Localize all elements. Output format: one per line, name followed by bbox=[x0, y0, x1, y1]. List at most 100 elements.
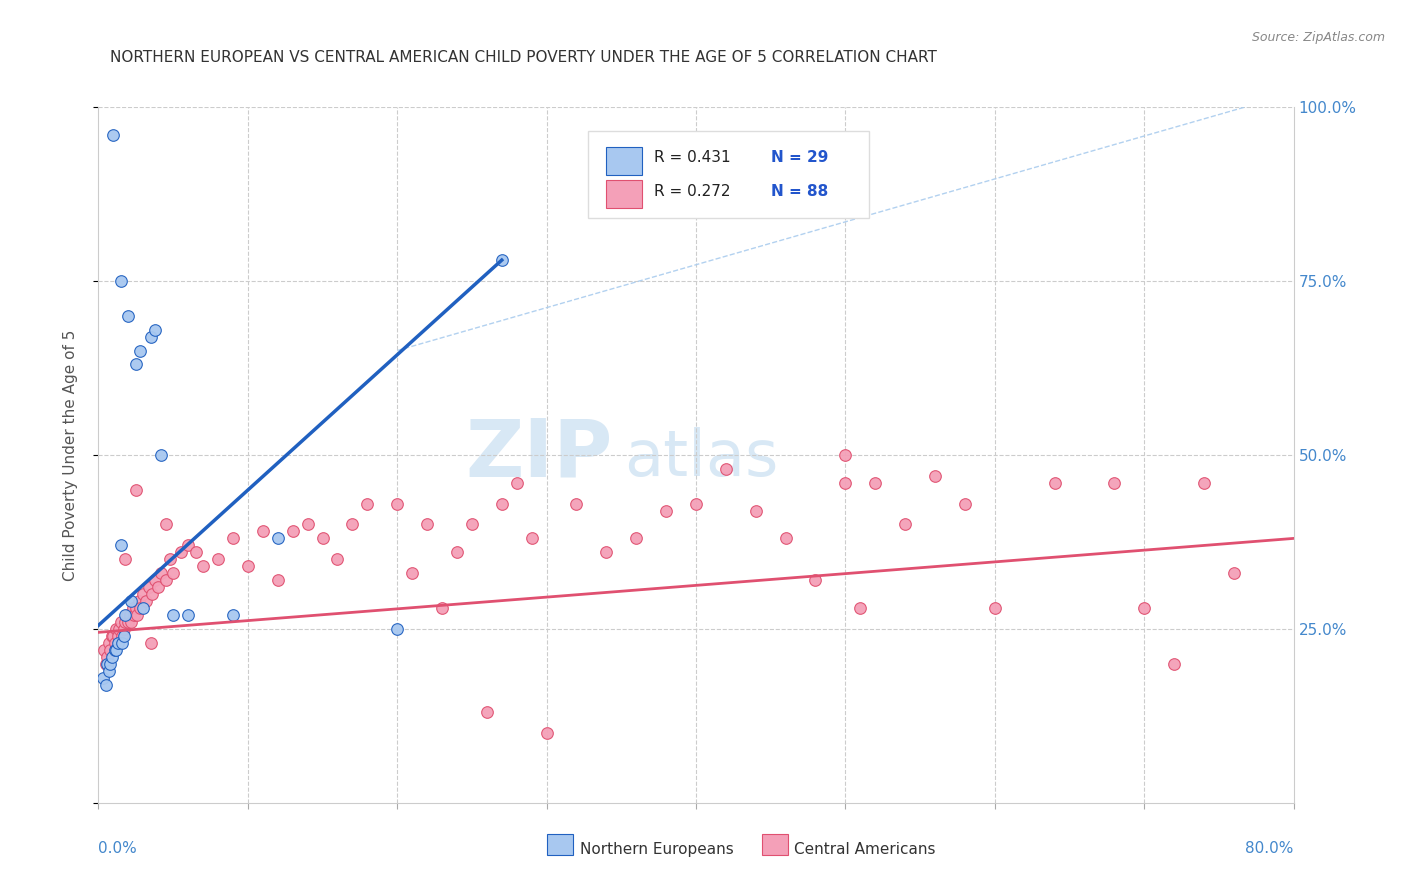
Point bbox=[775, 532, 797, 546]
Point bbox=[834, 475, 856, 490]
Point bbox=[184, 545, 207, 559]
Point bbox=[107, 636, 129, 650]
Point bbox=[834, 448, 856, 462]
Point bbox=[110, 615, 132, 629]
Point bbox=[112, 622, 135, 636]
Point bbox=[356, 497, 378, 511]
Point bbox=[97, 636, 120, 650]
Y-axis label: Child Poverty Under the Age of 5: Child Poverty Under the Age of 5 bbox=[63, 329, 77, 581]
Point bbox=[461, 517, 484, 532]
Text: ZIP: ZIP bbox=[465, 416, 613, 494]
FancyBboxPatch shape bbox=[606, 180, 643, 208]
Point bbox=[416, 517, 439, 532]
Point bbox=[96, 649, 118, 664]
Point bbox=[107, 629, 129, 643]
Point bbox=[924, 468, 946, 483]
Point bbox=[385, 622, 409, 636]
Point bbox=[430, 601, 453, 615]
Point bbox=[894, 517, 917, 532]
Point bbox=[115, 607, 138, 622]
Point bbox=[132, 601, 155, 615]
Text: Northern Europeans: Northern Europeans bbox=[581, 842, 734, 856]
Text: Central Americans: Central Americans bbox=[794, 842, 935, 856]
Point bbox=[104, 636, 127, 650]
Text: atlas: atlas bbox=[624, 427, 779, 490]
Text: NORTHERN EUROPEAN VS CENTRAL AMERICAN CHILD POVERTY UNDER THE AGE OF 5 CORRELATI: NORTHERN EUROPEAN VS CENTRAL AMERICAN CH… bbox=[111, 50, 938, 65]
Point bbox=[865, 475, 887, 490]
Point bbox=[326, 552, 349, 566]
Point bbox=[114, 607, 136, 622]
Point bbox=[139, 636, 162, 650]
Point bbox=[804, 573, 827, 587]
Point bbox=[565, 497, 588, 511]
Text: Source: ZipAtlas.com: Source: ZipAtlas.com bbox=[1251, 31, 1385, 45]
Point bbox=[125, 601, 148, 615]
Point bbox=[108, 622, 131, 636]
Point bbox=[491, 253, 513, 268]
Point bbox=[236, 559, 259, 574]
Point bbox=[1043, 475, 1066, 490]
Point bbox=[97, 664, 120, 678]
Point bbox=[536, 726, 558, 740]
Point bbox=[177, 538, 200, 552]
FancyBboxPatch shape bbox=[589, 131, 869, 219]
Point bbox=[132, 587, 155, 601]
Point bbox=[155, 573, 177, 587]
Point bbox=[121, 601, 143, 615]
Point bbox=[98, 657, 122, 671]
Point bbox=[177, 607, 200, 622]
Point bbox=[745, 503, 768, 517]
Point bbox=[475, 706, 498, 720]
Point bbox=[138, 580, 160, 594]
Point bbox=[267, 573, 290, 587]
Point bbox=[626, 532, 648, 546]
Text: 80.0%: 80.0% bbox=[1246, 841, 1294, 856]
Point bbox=[103, 128, 125, 142]
Point bbox=[222, 532, 245, 546]
Point bbox=[401, 566, 423, 581]
Point bbox=[148, 580, 170, 594]
Point bbox=[191, 559, 214, 574]
Point bbox=[155, 517, 177, 532]
Point bbox=[111, 636, 134, 650]
Point bbox=[128, 594, 150, 608]
Point bbox=[117, 615, 139, 629]
Point bbox=[94, 677, 117, 691]
Point bbox=[311, 532, 333, 546]
Point bbox=[105, 622, 128, 636]
Point bbox=[103, 629, 125, 643]
Point bbox=[385, 497, 409, 511]
Point bbox=[129, 601, 152, 615]
Point bbox=[1163, 657, 1185, 671]
FancyBboxPatch shape bbox=[547, 834, 572, 855]
Point bbox=[595, 545, 617, 559]
Text: 0.0%: 0.0% bbox=[98, 841, 138, 856]
Point bbox=[110, 538, 132, 552]
Point bbox=[162, 566, 184, 581]
Point bbox=[118, 607, 141, 622]
Point bbox=[112, 629, 135, 643]
Point bbox=[114, 615, 136, 629]
Point bbox=[124, 607, 146, 622]
Point bbox=[150, 566, 173, 581]
Text: R = 0.272: R = 0.272 bbox=[654, 185, 731, 199]
Point bbox=[297, 517, 319, 532]
Point bbox=[105, 642, 128, 657]
Point bbox=[101, 649, 124, 664]
Point bbox=[655, 503, 678, 517]
Point bbox=[110, 274, 132, 288]
Point bbox=[101, 629, 124, 643]
Point bbox=[141, 587, 163, 601]
Point bbox=[169, 545, 191, 559]
Point bbox=[129, 343, 152, 358]
Point bbox=[98, 642, 122, 657]
Point bbox=[143, 323, 166, 337]
Point bbox=[96, 657, 118, 671]
Point bbox=[267, 532, 290, 546]
Point bbox=[1104, 475, 1126, 490]
Text: N = 29: N = 29 bbox=[772, 150, 828, 165]
Point bbox=[506, 475, 529, 490]
Point bbox=[162, 607, 184, 622]
Point bbox=[207, 552, 229, 566]
Point bbox=[159, 552, 181, 566]
